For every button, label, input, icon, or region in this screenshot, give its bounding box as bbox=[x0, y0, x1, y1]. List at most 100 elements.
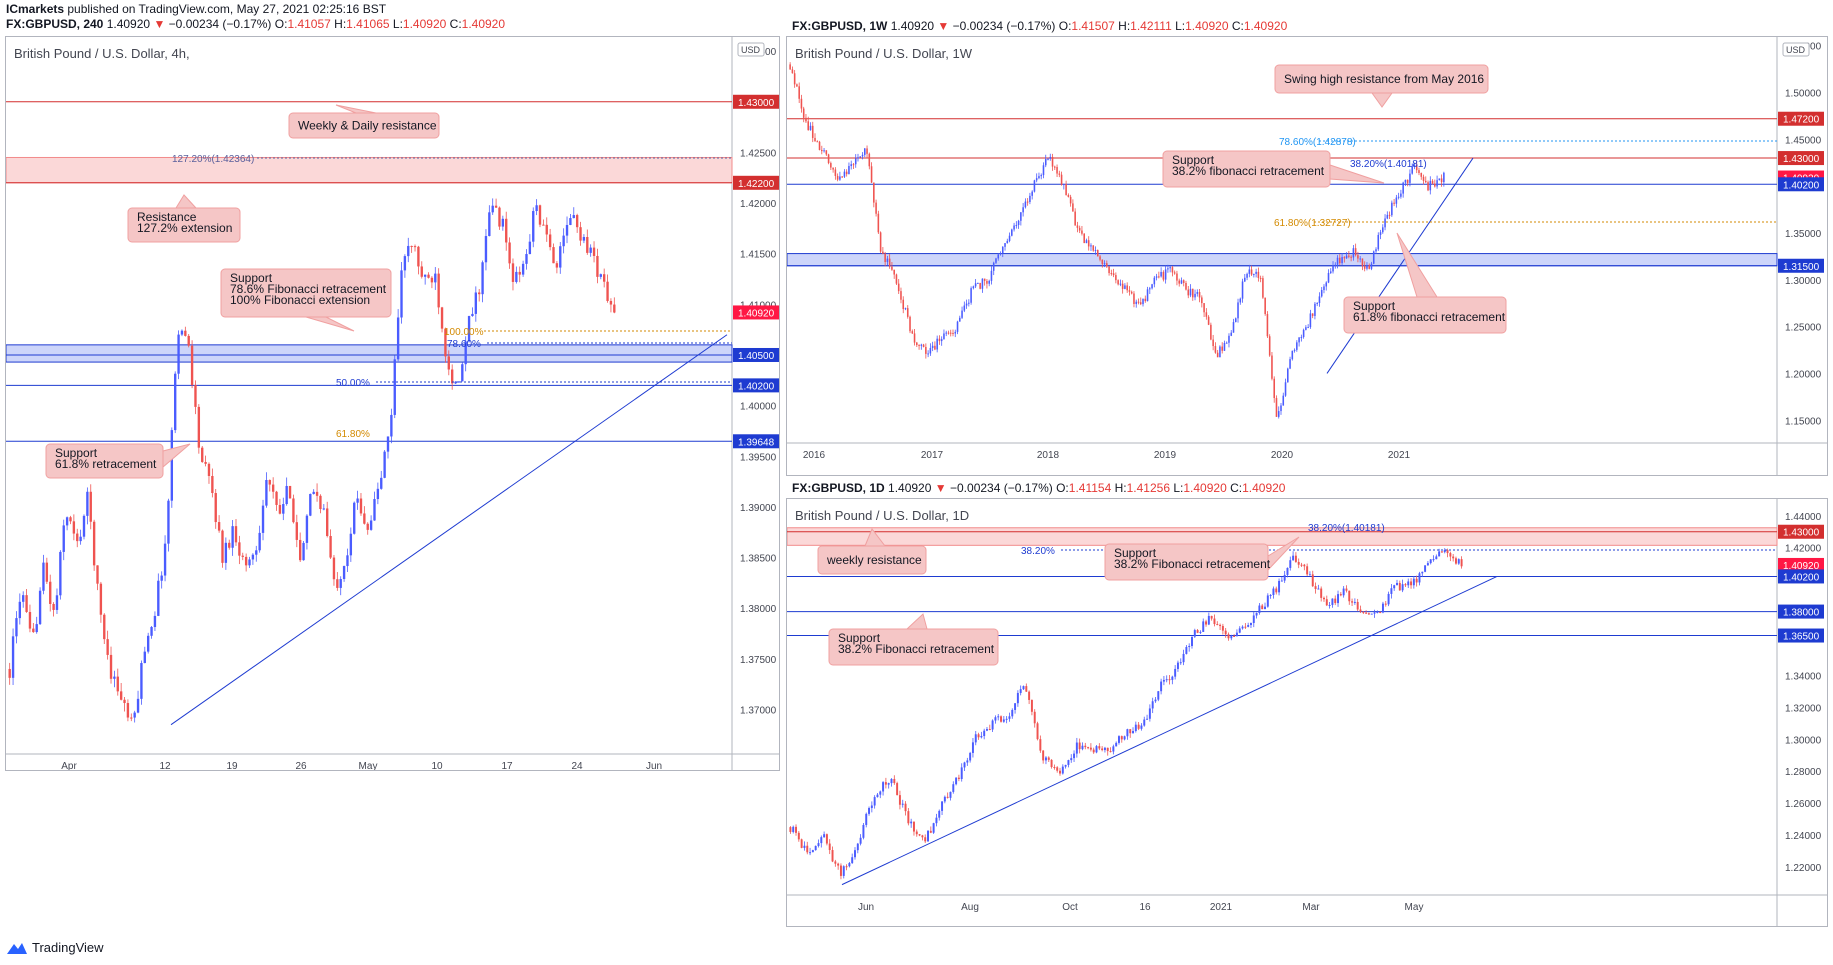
price-tick: 1.28000 bbox=[1785, 767, 1822, 778]
candle-body bbox=[1126, 729, 1129, 737]
candle-body bbox=[1406, 179, 1409, 183]
candle-body bbox=[1318, 296, 1321, 303]
candle-body bbox=[912, 821, 915, 832]
candle-body bbox=[1348, 590, 1351, 602]
last-price: 1.40920 bbox=[890, 19, 935, 33]
price-badge: 1.40920 bbox=[733, 305, 779, 320]
price-badge-bg bbox=[1778, 177, 1824, 192]
candle-body bbox=[1191, 636, 1193, 647]
candle-body bbox=[793, 73, 796, 85]
candle-body bbox=[1286, 567, 1289, 575]
candle-body bbox=[1038, 176, 1040, 179]
candle-body bbox=[228, 542, 231, 548]
price-badge-text: 1.43000 bbox=[1783, 528, 1820, 539]
zone-support bbox=[787, 253, 1778, 267]
candle-body bbox=[839, 865, 842, 876]
price-badge-text: 1.40200 bbox=[1783, 572, 1820, 583]
candle-body bbox=[332, 557, 336, 580]
candle-body bbox=[1246, 273, 1248, 278]
candle-body bbox=[238, 542, 241, 556]
candle-body bbox=[893, 778, 896, 784]
candle-body bbox=[1134, 724, 1137, 732]
candle-body bbox=[974, 734, 977, 743]
candle-body bbox=[931, 345, 934, 348]
fib-label: 127.20%(1.42364) bbox=[172, 154, 254, 165]
candle-body bbox=[305, 515, 309, 543]
candle-body bbox=[271, 484, 275, 492]
candle-body bbox=[430, 277, 434, 283]
callout-box bbox=[1104, 543, 1269, 581]
chart-panel-weekly[interactable]: British Pound / U.S. Dollar, 1W 78.60%(1… bbox=[786, 36, 1828, 476]
candle-body bbox=[848, 863, 851, 867]
candle-body bbox=[1298, 337, 1300, 343]
candle-body bbox=[789, 827, 792, 832]
candle-body bbox=[814, 137, 816, 142]
candle-body bbox=[910, 821, 913, 824]
time-tick: 12 bbox=[159, 761, 171, 770]
zone-support bbox=[6, 344, 733, 363]
candle-body bbox=[1008, 235, 1011, 241]
candle-body bbox=[1415, 164, 1418, 171]
candle-body bbox=[809, 125, 812, 131]
candle-body bbox=[1289, 359, 1291, 369]
candle-body bbox=[457, 381, 461, 383]
candle-body bbox=[988, 729, 991, 731]
candle-body bbox=[1384, 603, 1387, 605]
candle-body bbox=[1212, 339, 1214, 347]
candle-body bbox=[1095, 746, 1098, 753]
candle-body bbox=[342, 566, 346, 580]
candle-body bbox=[153, 615, 157, 628]
candle-body bbox=[62, 525, 65, 552]
candle-body bbox=[1261, 605, 1264, 610]
candle-body bbox=[1112, 273, 1115, 276]
candle-body bbox=[52, 603, 55, 610]
candle-body bbox=[265, 480, 268, 506]
candle-body bbox=[1334, 264, 1337, 266]
candle-body bbox=[1065, 184, 1067, 195]
candle-body bbox=[1179, 662, 1182, 664]
candle-body bbox=[396, 317, 400, 360]
chart-panel-4h[interactable]: British Pound / U.S. Dollar, 4h, 127.20%… bbox=[5, 36, 780, 771]
candle-body bbox=[884, 253, 886, 263]
candle-body bbox=[1410, 581, 1413, 586]
open-value: 1.41507 bbox=[1071, 19, 1115, 33]
candle-body bbox=[1083, 233, 1085, 244]
candle-body bbox=[69, 517, 72, 522]
candle-body bbox=[1284, 382, 1287, 396]
candle-body bbox=[956, 321, 959, 332]
candle-body bbox=[552, 247, 555, 264]
candle-body bbox=[859, 156, 862, 158]
candle-body bbox=[1022, 207, 1024, 213]
candle-body bbox=[1258, 605, 1261, 613]
candle-body bbox=[1050, 759, 1053, 768]
candle-body bbox=[285, 485, 288, 505]
candle-body bbox=[949, 791, 952, 798]
candle-body bbox=[1363, 266, 1366, 269]
candle-body bbox=[934, 345, 936, 350]
candle-body bbox=[1210, 324, 1212, 340]
candle-body bbox=[845, 866, 848, 868]
candle-body bbox=[918, 344, 920, 346]
candle-body bbox=[1362, 611, 1365, 613]
candle-body bbox=[1393, 585, 1396, 589]
candle-body bbox=[1128, 290, 1131, 292]
chart-panel-daily[interactable]: British Pound / U.S. Dollar, 1D 38.20%(1… bbox=[786, 498, 1828, 927]
candle-body bbox=[177, 334, 180, 374]
price-badge-text: 1.36500 bbox=[1783, 632, 1820, 643]
candle-body bbox=[1302, 329, 1305, 338]
candle-body bbox=[1189, 288, 1192, 296]
candle-body bbox=[922, 344, 925, 347]
callout-text: Support bbox=[230, 271, 273, 285]
candle-body bbox=[49, 581, 52, 604]
candle-body bbox=[1029, 195, 1031, 202]
candle-body bbox=[1049, 156, 1052, 159]
candle-body bbox=[559, 246, 562, 268]
candle-body bbox=[839, 176, 841, 180]
candle-body bbox=[886, 258, 889, 263]
candle-body bbox=[1119, 283, 1122, 285]
tradingview-footer[interactable]: TradingView bbox=[6, 940, 104, 955]
candle-body bbox=[977, 282, 979, 284]
candle-body bbox=[261, 505, 265, 533]
candle-body bbox=[1297, 561, 1300, 565]
